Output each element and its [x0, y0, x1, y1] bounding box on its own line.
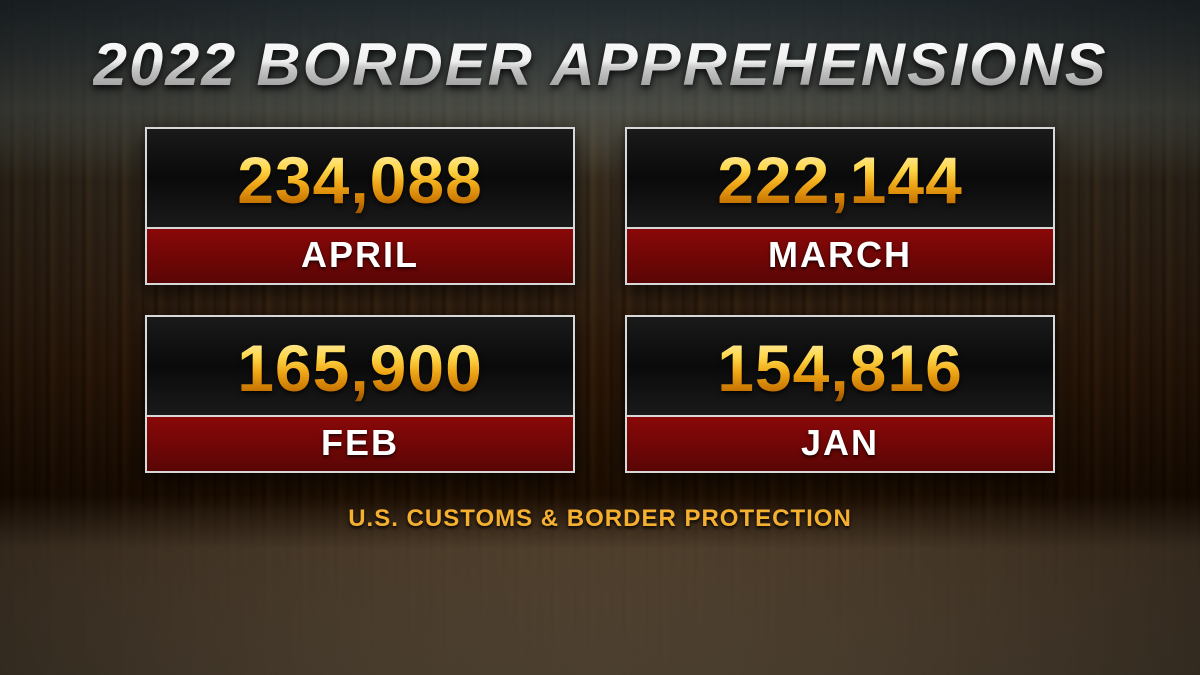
page-title: 2022 BORDER APPREHENSIONS — [93, 30, 1108, 99]
data-card-april: 234,088 APRIL — [145, 127, 575, 285]
card-value-wrap: 154,816 — [627, 317, 1053, 415]
card-label: JAN — [627, 415, 1053, 471]
card-value-wrap: 234,088 — [147, 129, 573, 227]
card-value: 165,900 — [237, 331, 483, 405]
card-value: 234,088 — [237, 143, 483, 217]
card-value: 154,816 — [717, 331, 963, 405]
card-value-wrap: 222,144 — [627, 129, 1053, 227]
content-container: 2022 BORDER APPREHENSIONS 234,088 APRIL … — [0, 0, 1200, 675]
data-card-jan: 154,816 JAN — [625, 315, 1055, 473]
data-grid: 234,088 APRIL 222,144 MARCH 165,900 FEB … — [145, 127, 1055, 473]
card-label: APRIL — [147, 227, 573, 283]
card-label: MARCH — [627, 227, 1053, 283]
source-attribution: U.S. CUSTOMS & BORDER PROTECTION — [348, 505, 852, 533]
data-card-march: 222,144 MARCH — [625, 127, 1055, 285]
card-value-wrap: 165,900 — [147, 317, 573, 415]
data-card-feb: 165,900 FEB — [145, 315, 575, 473]
card-label: FEB — [147, 415, 573, 471]
card-value: 222,144 — [717, 143, 963, 217]
